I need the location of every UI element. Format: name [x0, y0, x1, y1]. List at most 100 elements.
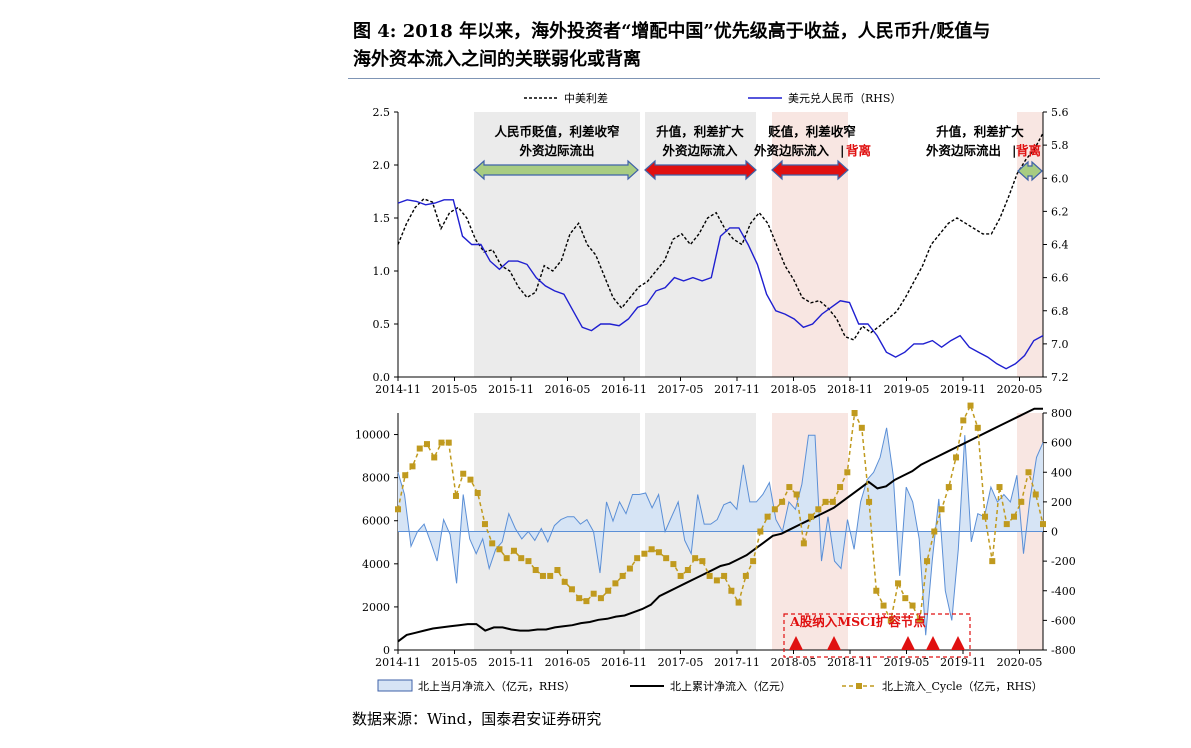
cycle-inflow-marker	[641, 550, 648, 557]
figure-title-line2: 海外资本流入之间的关联弱化或背离	[353, 49, 641, 70]
cycle-inflow-marker	[467, 476, 474, 483]
top-right-tick-label: 5.6	[1051, 106, 1069, 119]
cycle-inflow-marker	[938, 506, 945, 513]
cycle-inflow-marker	[974, 424, 981, 431]
cumulative-inflow-line	[397, 407, 1043, 643]
bottom-x-tick-label: 2015-11	[488, 656, 534, 669]
top-right-tick-label: 6.8	[1051, 305, 1069, 318]
data-source: 数据来源：Wind，国泰君安证券研究	[352, 710, 602, 728]
top-right-tick-label: 6.2	[1051, 205, 1069, 218]
cycle-inflow-marker	[931, 528, 938, 535]
annotation-1-line2: 外资边际流出	[518, 143, 594, 158]
msci-node-marker-1	[789, 636, 803, 650]
bottom-x-tick-label: 2016-05	[545, 656, 591, 669]
cycle-inflow-marker	[612, 580, 619, 587]
cycle-inflow-marker	[677, 572, 684, 579]
cycle-inflow-marker	[590, 590, 597, 597]
cycle-inflow-marker	[510, 547, 517, 554]
cycle-inflow-marker	[554, 567, 561, 574]
cycle-inflow-marker	[576, 595, 583, 602]
cycle-inflow-marker	[445, 439, 452, 446]
bottom-left-tick-label: 2000	[362, 601, 390, 614]
cycle-inflow-marker	[808, 513, 815, 520]
shaded-period-top-1	[474, 112, 640, 377]
bottom-x-tick-label: 2020-05	[997, 656, 1043, 669]
bottom-x-tick-label: 2018-05	[771, 656, 817, 669]
top-right-tick-label: 5.8	[1051, 139, 1069, 152]
legend-usdcny-label: 美元兑人民币（RHS）	[788, 91, 901, 105]
annotation-1-line1: 人民币贬值，利差收窄	[494, 124, 619, 139]
cycle-inflow-marker	[561, 578, 568, 585]
title-divider	[348, 78, 1100, 79]
legend-monthly-label: 北上当月净流入（亿元，RHS）	[418, 679, 575, 693]
top-right-tick-label: 6.0	[1051, 172, 1069, 185]
cycle-inflow-marker	[837, 484, 844, 491]
cycle-inflow-marker	[851, 410, 858, 416]
annotation-4-line1: 升值，利差扩大	[936, 124, 1024, 139]
bottom-left-tick-label: 0	[383, 644, 390, 657]
annotation-3-line2: 外资边际流入	[753, 143, 830, 158]
cycle-inflow-marker	[713, 577, 720, 584]
cycle-inflow-marker	[1032, 491, 1039, 498]
bottom-x-tick-label: 2018-11	[827, 656, 873, 669]
cycle-inflow-marker	[779, 498, 786, 505]
cycle-inflow-marker	[423, 441, 430, 448]
figure-title: 图 4: 2018 年以来，海外投资者“增配中国”优先级高于收益，人民币升/贬值…	[353, 18, 1113, 74]
cycle-inflow-marker	[539, 572, 546, 579]
top-x-tick-label: 2016-11	[601, 383, 647, 396]
annotation-4-line2: 外资边际流出	[925, 143, 1001, 158]
cycle-inflow-marker	[742, 572, 749, 579]
cycle-inflow-marker	[648, 546, 655, 553]
shaded-period-top-2	[645, 112, 756, 377]
cycle-inflow-marker	[1018, 498, 1025, 505]
top-x-tick-label: 2015-05	[432, 383, 478, 396]
cycle-inflow-marker	[605, 587, 612, 594]
bottom-right-tick-label: -800	[1051, 644, 1076, 657]
bottom-left-tick-label: 4000	[362, 558, 390, 571]
cycle-inflow-marker	[547, 572, 554, 579]
cycle-inflow-marker	[822, 498, 829, 505]
cycle-inflow-marker	[532, 567, 539, 574]
bottom-right-tick-label: 0	[1051, 526, 1058, 539]
cycle-inflow-marker	[989, 558, 996, 565]
bottom-right-tick-label: -400	[1051, 585, 1076, 598]
cycle-inflow-marker	[655, 549, 662, 556]
cycle-inflow-marker	[416, 445, 423, 452]
cycle-inflow-marker	[692, 555, 699, 562]
cycle-inflow-marker	[699, 558, 706, 565]
annotation-2-arrow	[644, 159, 757, 181]
bottom-left-tick-label: 8000	[362, 472, 390, 485]
cycle-inflow-marker	[684, 567, 691, 574]
bottom-right-tick-label: -200	[1051, 555, 1076, 568]
legend-rate-spread-label: 中美利差	[564, 91, 608, 105]
cycle-inflow-marker	[815, 506, 822, 513]
top-x-tick-label: 2018-05	[771, 383, 817, 396]
cycle-inflow-marker	[496, 546, 503, 553]
cycle-inflow-marker	[474, 489, 481, 496]
legend-cycle-label: 北上流入_Cycle（亿元，RHS）	[882, 679, 1043, 693]
cycle-inflow-marker	[750, 558, 757, 565]
top-x-tick-label: 2014-11	[375, 383, 421, 396]
bottom-x-tick-label: 2016-11	[601, 656, 647, 669]
bottom-right-tick-label: 400	[1051, 466, 1072, 479]
cycle-inflow-marker	[829, 498, 836, 505]
cycle-inflow-marker	[945, 484, 952, 491]
top-x-tick-label: 2017-11	[714, 383, 760, 396]
bottom-right-tick-label: 800	[1051, 407, 1072, 420]
cycle-inflow-marker	[489, 540, 496, 547]
cycle-inflow-marker	[880, 602, 887, 609]
top-right-tick-label: 6.4	[1051, 239, 1069, 252]
cycle-inflow-marker	[395, 506, 401, 513]
cycle-inflow-marker	[583, 598, 590, 605]
cycle-inflow-marker	[866, 498, 873, 505]
legend-cumulative-label: 北上累计净流入（亿元）	[670, 679, 791, 693]
cycle-inflow-marker	[757, 528, 764, 535]
annotation-3-arrow	[771, 159, 849, 181]
top-right-tick-label: 7.0	[1051, 338, 1069, 351]
cycle-inflow-marker	[431, 454, 438, 461]
annotation-3-divergence: 背离	[846, 143, 871, 158]
cycle-inflow-marker	[786, 484, 793, 491]
cycle-inflow-marker	[1003, 521, 1010, 528]
cycle-inflow-marker	[916, 617, 923, 624]
